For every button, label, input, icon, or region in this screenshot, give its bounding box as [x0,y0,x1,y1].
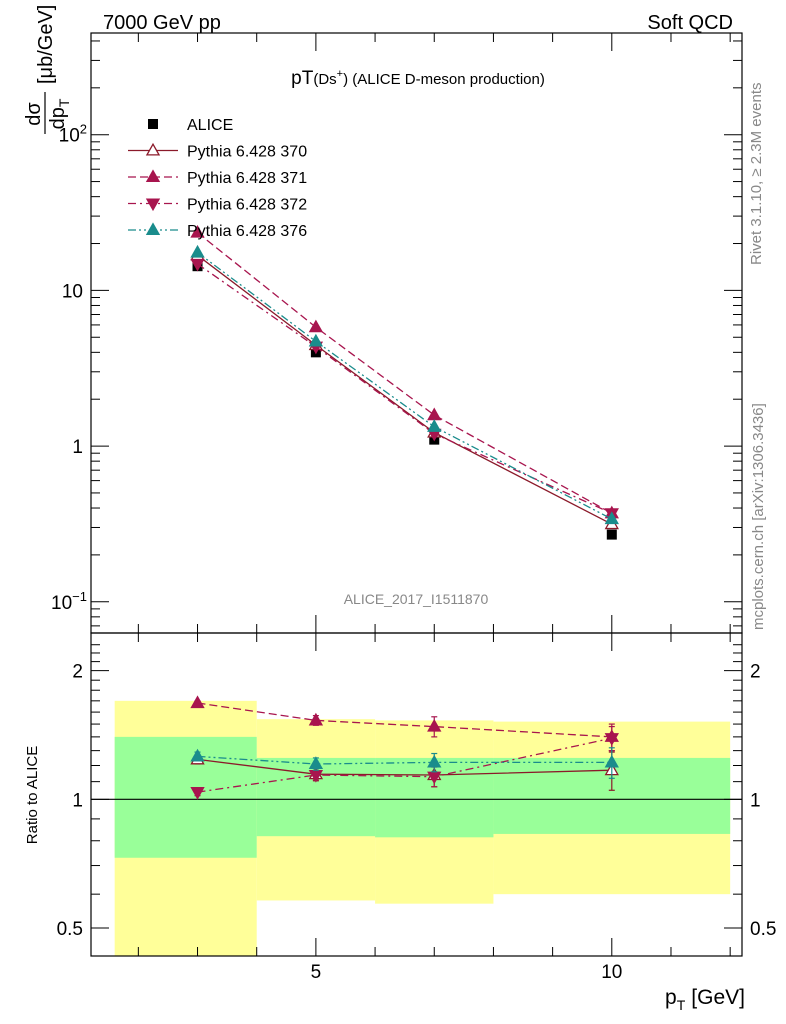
ratio-point [308,756,324,770]
data-point [308,319,324,333]
data-point [190,258,205,272]
x-label-main: p [665,986,677,1009]
ratio-y-tick-label-left: 2 [72,662,83,683]
y-axis-label: dσ dpT [μb/GeV] [23,5,72,134]
legend-item-alice: ALICE [148,117,233,134]
ratio-y-tick-label-left: 1 [72,790,83,811]
plot-title-main: pT [291,68,314,89]
legend-marker [145,142,161,156]
legend-item-pythia-6-428-372: Pythia 6.428 372 [128,197,307,214]
legend-label: Pythia 6.428 372 [187,197,307,214]
x-axis-label: pT [GeV] [665,986,745,1013]
y-label-den-sub: T [56,98,72,107]
ratio-line-pythia-6-428-370 [197,758,612,776]
legend: ALICE Pythia 6.428 370 Pythia 6.428 371 Pyt… [128,117,307,240]
legend-item-pythia-6-428-370: Pythia 6.428 370 [128,142,307,161]
series-alice [192,261,617,540]
series-pythia-6-428-371 [190,224,619,519]
main-plot-area [190,224,619,540]
main-axis-ticks: 10−1 1 10 102 [51,33,742,633]
x-tick-label: 5 [311,962,322,983]
series-line-pythia-6-428-370 [197,254,613,525]
data-point [190,244,205,258]
uncertainty-band-green [114,736,257,858]
plot-title: pT(Ds+) (ALICE D-meson production) [291,68,545,89]
legend-item-pythia-6-428-376: Pythia 6.428 376 [128,222,307,240]
ratio-y-tick-label-left: 0.5 [57,919,83,940]
ratio-point [427,718,442,732]
x-tick-label: 10 [601,962,622,983]
ratio-point [604,754,619,768]
series-line-pythia-6-428-371 [197,232,613,514]
legend-marker [148,119,158,129]
ratio-y-tick-label-right: 2 [750,662,761,683]
series-line-pythia-6-428-376 [197,251,613,520]
ratio-y-tick-label-right: 1 [750,790,761,811]
ratio-y-tick-label-right: 0.5 [750,919,776,940]
ratio-point [308,712,324,726]
ratio-series-pythia-6-428-376 [190,747,619,779]
main-plot-panel: 10−1 1 10 102 pT(Ds+) (ALICE D-meson produc… [23,5,743,634]
ratio-line-pythia-6-428-372 [197,737,612,793]
y-tick-label: 10 [62,281,83,302]
legend-marker [145,198,161,212]
plot-title-sub: (Ds [313,71,336,88]
y-label-den-main: dp [47,107,69,129]
legend-label: Pythia 6.428 370 [187,144,307,161]
data-point [427,419,442,432]
ratio-point [190,748,205,762]
series-line-pythia-6-428-372 [197,263,613,514]
data-point [604,511,619,525]
y-label-numerator: dσ [23,102,45,126]
x-label-unit: [GeV] [691,986,745,1009]
legend-marker [145,169,161,183]
series-pythia-6-428-370 [190,247,619,530]
side-label-top: Rivet 3.1.10, ≥ 2.3M events [748,83,765,266]
data-point [308,333,324,347]
x-label-sub: T [677,997,686,1013]
legend-label: ALICE [187,117,233,134]
ratio-point [190,695,205,709]
y-label-unit: [μb/GeV] [35,5,57,84]
legend-label: Pythia 6.428 371 [187,170,307,187]
ratio-plot-frame [90,632,743,957]
ratio-line-pythia-6-428-371 [197,702,612,738]
y-tick-label: 1 [72,437,83,458]
series-pythia-6-428-376 [190,244,619,525]
y-tick-label: 10−1 [51,589,87,614]
ratio-axis-ticks: 0.5 0.5 1 1 2 2 5 10 [57,633,776,983]
ratio-line-pythia-6-428-376 [197,755,612,765]
y-label-denominator: dpT [47,98,72,129]
plot-title-sup: + [337,68,343,80]
legend-label: Pythia 6.428 376 [187,223,307,240]
legend-marker [145,222,161,236]
legend-item-pythia-6-428-371: Pythia 6.428 371 [128,169,307,187]
analysis-watermark: ALICE_2017_I1511870 [344,591,489,607]
ratio-plot-area [91,695,742,956]
ratio-point [604,733,619,746]
header-right: Soft QCD [647,12,733,34]
y-tick-label: 102 [59,122,87,147]
plot-title-rest: ) (ALICE D-meson production) [343,71,545,88]
ratio-plot-panel: 0.5 0.5 1 1 2 2 5 10 Ratio to ALICE [24,632,776,983]
header-left: 7000 GeV pp [103,12,221,34]
data-point [427,407,442,421]
ratio-point [190,787,205,800]
data-point [190,224,205,238]
side-label-bottom: mcplots.cern.ch [arXiv:1306.3436] [750,403,767,630]
data-point [606,529,617,540]
ratio-point [427,754,442,768]
ratio-y-label: Ratio to ALICE [24,746,41,844]
